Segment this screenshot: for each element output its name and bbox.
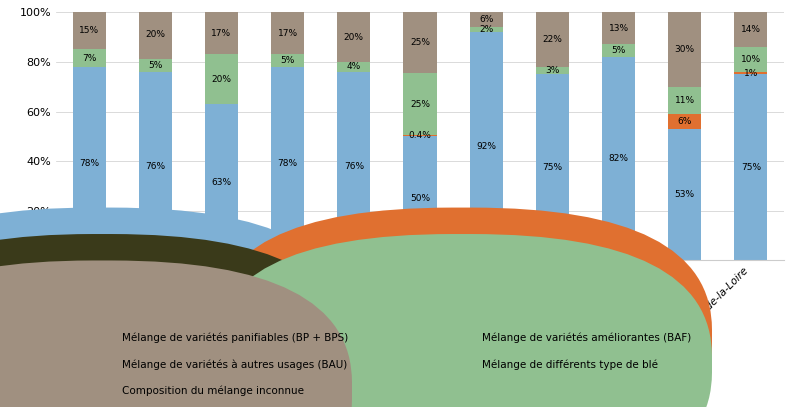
Bar bbox=[470, 12, 502, 27]
Bar bbox=[73, 50, 106, 67]
Bar bbox=[734, 12, 767, 47]
Text: 25%: 25% bbox=[410, 38, 430, 47]
Text: 3%: 3% bbox=[545, 66, 559, 75]
Bar bbox=[205, 12, 238, 55]
Bar bbox=[536, 12, 569, 67]
Text: 6%: 6% bbox=[678, 117, 692, 126]
Bar bbox=[668, 87, 702, 114]
Bar bbox=[536, 67, 569, 74]
Text: 5%: 5% bbox=[611, 46, 626, 55]
Text: 78%: 78% bbox=[79, 159, 99, 168]
Text: 5%: 5% bbox=[281, 56, 295, 65]
Text: 11%: 11% bbox=[674, 96, 694, 105]
Bar bbox=[138, 72, 172, 260]
Text: Mélange de variétés panifiables (BP + BPS): Mélange de variétés panifiables (BP + BP… bbox=[122, 333, 349, 343]
Bar bbox=[73, 67, 106, 260]
Bar bbox=[403, 73, 437, 136]
Text: 63%: 63% bbox=[211, 178, 231, 187]
Text: 30%: 30% bbox=[674, 45, 694, 54]
Text: 14%: 14% bbox=[741, 25, 761, 34]
Text: 2%: 2% bbox=[479, 25, 494, 34]
Text: 6%: 6% bbox=[479, 15, 494, 24]
Bar bbox=[205, 55, 238, 104]
Text: 1%: 1% bbox=[744, 68, 758, 78]
Bar bbox=[138, 59, 172, 72]
Bar bbox=[536, 74, 569, 260]
Text: 92%: 92% bbox=[476, 142, 496, 151]
Bar bbox=[668, 12, 702, 87]
Text: 75%: 75% bbox=[741, 163, 761, 172]
Text: Mélange de variétés à autres usages (BAU): Mélange de variétés à autres usages (BAU… bbox=[122, 359, 348, 370]
Bar bbox=[734, 47, 767, 72]
Text: 76%: 76% bbox=[344, 162, 364, 171]
Bar bbox=[271, 55, 304, 67]
Bar bbox=[403, 11, 437, 73]
Text: 75%: 75% bbox=[542, 163, 562, 172]
Text: 76%: 76% bbox=[146, 162, 166, 171]
Bar bbox=[602, 12, 635, 44]
Bar bbox=[338, 62, 370, 72]
Text: 25%: 25% bbox=[410, 100, 430, 109]
Bar bbox=[734, 74, 767, 260]
Text: 78%: 78% bbox=[278, 159, 298, 168]
Bar bbox=[271, 67, 304, 260]
Bar bbox=[205, 104, 238, 260]
Bar bbox=[403, 136, 437, 260]
Bar bbox=[338, 72, 370, 260]
Text: 22%: 22% bbox=[542, 35, 562, 44]
Bar bbox=[73, 12, 106, 50]
Text: 50%: 50% bbox=[410, 194, 430, 203]
Bar bbox=[668, 129, 702, 260]
Bar bbox=[668, 114, 702, 129]
Bar bbox=[734, 72, 767, 74]
Text: 53%: 53% bbox=[674, 190, 694, 199]
Text: 17%: 17% bbox=[278, 29, 298, 38]
Text: 82%: 82% bbox=[609, 154, 629, 163]
Text: 15%: 15% bbox=[79, 26, 99, 35]
Bar bbox=[338, 12, 370, 62]
Bar bbox=[470, 32, 502, 260]
Bar bbox=[602, 44, 635, 57]
Text: 4%: 4% bbox=[346, 62, 361, 71]
Text: 17%: 17% bbox=[211, 29, 231, 38]
Text: 20%: 20% bbox=[146, 30, 166, 39]
Text: 5%: 5% bbox=[148, 61, 162, 70]
Text: 7%: 7% bbox=[82, 54, 96, 63]
Text: 0.4%: 0.4% bbox=[409, 131, 431, 140]
Text: Composition du mélange inconnue: Composition du mélange inconnue bbox=[122, 385, 304, 396]
Text: 13%: 13% bbox=[609, 24, 629, 33]
Text: Mélange de variétés améliorantes (BAF): Mélange de variétés améliorantes (BAF) bbox=[482, 333, 692, 343]
Text: Mélange de différents type de blé: Mélange de différents type de blé bbox=[482, 359, 658, 370]
Bar bbox=[470, 27, 502, 32]
Bar bbox=[271, 12, 304, 55]
Text: 20%: 20% bbox=[344, 33, 364, 42]
Text: 10%: 10% bbox=[741, 55, 761, 64]
Bar bbox=[138, 10, 172, 59]
Text: 20%: 20% bbox=[211, 75, 231, 84]
Bar bbox=[602, 57, 635, 260]
